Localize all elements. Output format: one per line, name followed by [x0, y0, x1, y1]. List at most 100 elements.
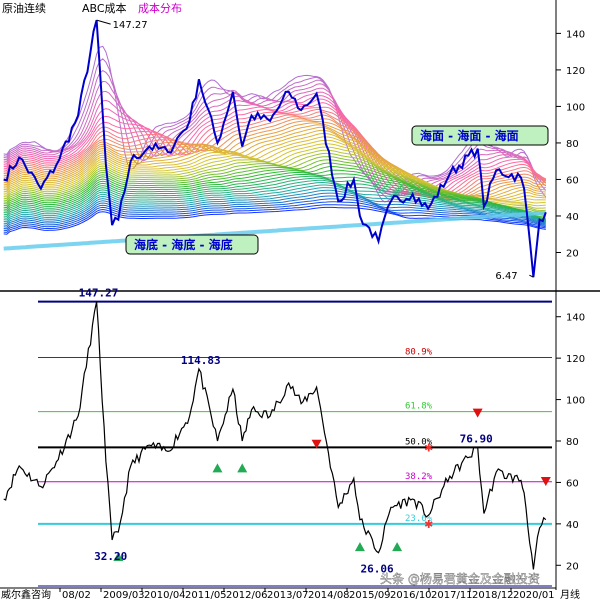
fibonacci-levels: 80.9% 61.8% 50.0% 38.2% 23.6%	[38, 300, 552, 587]
cost-band-line	[3, 179, 546, 221]
price-series	[3, 301, 547, 570]
x-tick-label: 2014/08	[308, 590, 350, 600]
cost-band-line	[3, 181, 546, 222]
cost-band-line	[3, 165, 546, 218]
cost-band-line	[3, 69, 547, 197]
cost-band-line	[3, 198, 546, 230]
down-marker	[472, 408, 483, 418]
cost-band-line	[3, 192, 546, 226]
y-tick-label: 20	[566, 248, 579, 259]
bottom-y-axis: 20 40 60 80 100 120 140	[556, 313, 585, 572]
value-label: 26.06	[361, 563, 394, 576]
y-tick-label: 80	[566, 437, 579, 448]
star-marker: ✱	[424, 518, 433, 531]
x-tick-label: 2009/03	[103, 590, 145, 600]
y-tick-label: 140	[566, 29, 585, 40]
source-label: 威尔鑫咨询	[1, 588, 51, 600]
cost-band-line	[3, 175, 546, 221]
value-label: 114.83	[181, 354, 221, 367]
x-tick-label: 2010/04	[144, 590, 186, 600]
cost-band-line	[3, 162, 546, 216]
cost-band-line	[3, 95, 547, 196]
top-y-axis: 20 40 60 80 100 120 140	[556, 29, 585, 259]
x-tick-label: 2013/07	[267, 590, 309, 600]
cost-band-line	[3, 177, 546, 221]
watermark: 头条 @杨易君黄金及金融投资	[380, 571, 540, 586]
cost-band-line	[3, 159, 546, 215]
cost-band-line	[3, 184, 546, 222]
price-series	[3, 19, 547, 278]
x-tick-label: 2016/10	[390, 590, 432, 600]
top-price-line	[3, 19, 547, 278]
y-tick-label: 100	[566, 396, 585, 407]
cost-band-line	[3, 187, 546, 223]
callout-box	[125, 234, 259, 255]
cost-band-line	[3, 156, 546, 213]
y-tick-label: 60	[566, 478, 579, 489]
bottom-price-line	[3, 301, 547, 570]
up-marker	[392, 542, 403, 552]
period-label: 月线	[560, 588, 580, 600]
x-tick-label: 2012/06	[226, 590, 268, 600]
x-tick-label: 08/02	[62, 590, 91, 600]
value-label: 76.90	[460, 432, 493, 445]
y-tick-label: 20	[566, 561, 579, 572]
annotation-label: 6.47	[495, 271, 517, 282]
level-label: 38.2%	[405, 472, 433, 482]
cost-band-line	[3, 189, 546, 225]
cost-band-line	[3, 91, 546, 196]
x-tick-label: 2011/05	[185, 590, 227, 600]
annotation-label: 147.27	[113, 20, 148, 31]
value-label: 32.20	[94, 550, 127, 563]
level-label: 50.0%	[405, 437, 433, 447]
x-tick-label: 2015/09	[349, 590, 391, 600]
level-label: 61.8%	[405, 402, 433, 412]
indicator-label: ABC成本	[82, 1, 127, 15]
y-tick-label: 80	[566, 139, 579, 150]
cost-band-line	[3, 195, 546, 228]
cost-band-line	[3, 58, 547, 200]
up-marker	[113, 552, 124, 562]
down-marker	[311, 439, 322, 449]
bottom-panel: 80.9% 61.8% 50.0% 38.2% 23.6% 20 40 60 80 100 120…	[3, 287, 585, 587]
up-marker	[212, 463, 223, 473]
value-label: 147.27	[79, 287, 119, 300]
level-label: 80.9%	[405, 348, 433, 358]
y-tick-label: 40	[566, 520, 579, 531]
cost-band-line	[3, 173, 546, 221]
cost-band-line	[3, 171, 546, 221]
level-label: 23.6%	[405, 514, 433, 524]
cost-base-band	[3, 210, 546, 251]
cost-band-line	[3, 45, 547, 203]
overlay-label: 成本分布	[138, 1, 182, 15]
callout-text: 海面 - 海面 - 海面	[420, 128, 519, 143]
y-tick-label: 120	[566, 66, 585, 77]
annotation-leader	[96, 19, 111, 25]
y-tick-label: 40	[566, 212, 579, 223]
x-tick-label: 2020/01	[513, 590, 555, 600]
bottom-markers: ✱✱	[113, 408, 551, 562]
callout-box	[411, 125, 549, 146]
top-panel: 20 40 60 80 100 120 140 147.27 6.47 海面 - 海面 - 海…	[0, 0, 585, 289]
down-marker	[540, 477, 551, 486]
y-tick-label: 120	[566, 354, 585, 365]
x-axis: 08/02 2009/03 2010/04 2011/05 2012/06 2013/07…	[0, 587, 556, 600]
y-tick-label: 60	[566, 175, 579, 186]
bottom-value-labels: 147.27 114.83 32.20 26.06 76.90	[79, 287, 493, 576]
up-marker	[237, 463, 248, 473]
cost-band-line	[3, 201, 546, 232]
y-tick-label: 100	[566, 102, 585, 113]
cost-band-line	[3, 132, 546, 202]
callout-text: 海底 - 海底 - 海底	[134, 237, 233, 252]
symbol-label: 原油连续	[2, 1, 46, 15]
y-tick-label: 140	[566, 313, 585, 324]
x-tick-label: 2017/11	[431, 590, 473, 600]
annotation-leader	[529, 274, 534, 278]
cost-band-line	[3, 169, 546, 220]
top-annotations: 147.27 6.47	[96, 19, 534, 282]
star-marker: ✱	[424, 441, 433, 454]
x-tick-label: 2018/12	[472, 590, 514, 600]
cost-band-line	[3, 87, 547, 196]
